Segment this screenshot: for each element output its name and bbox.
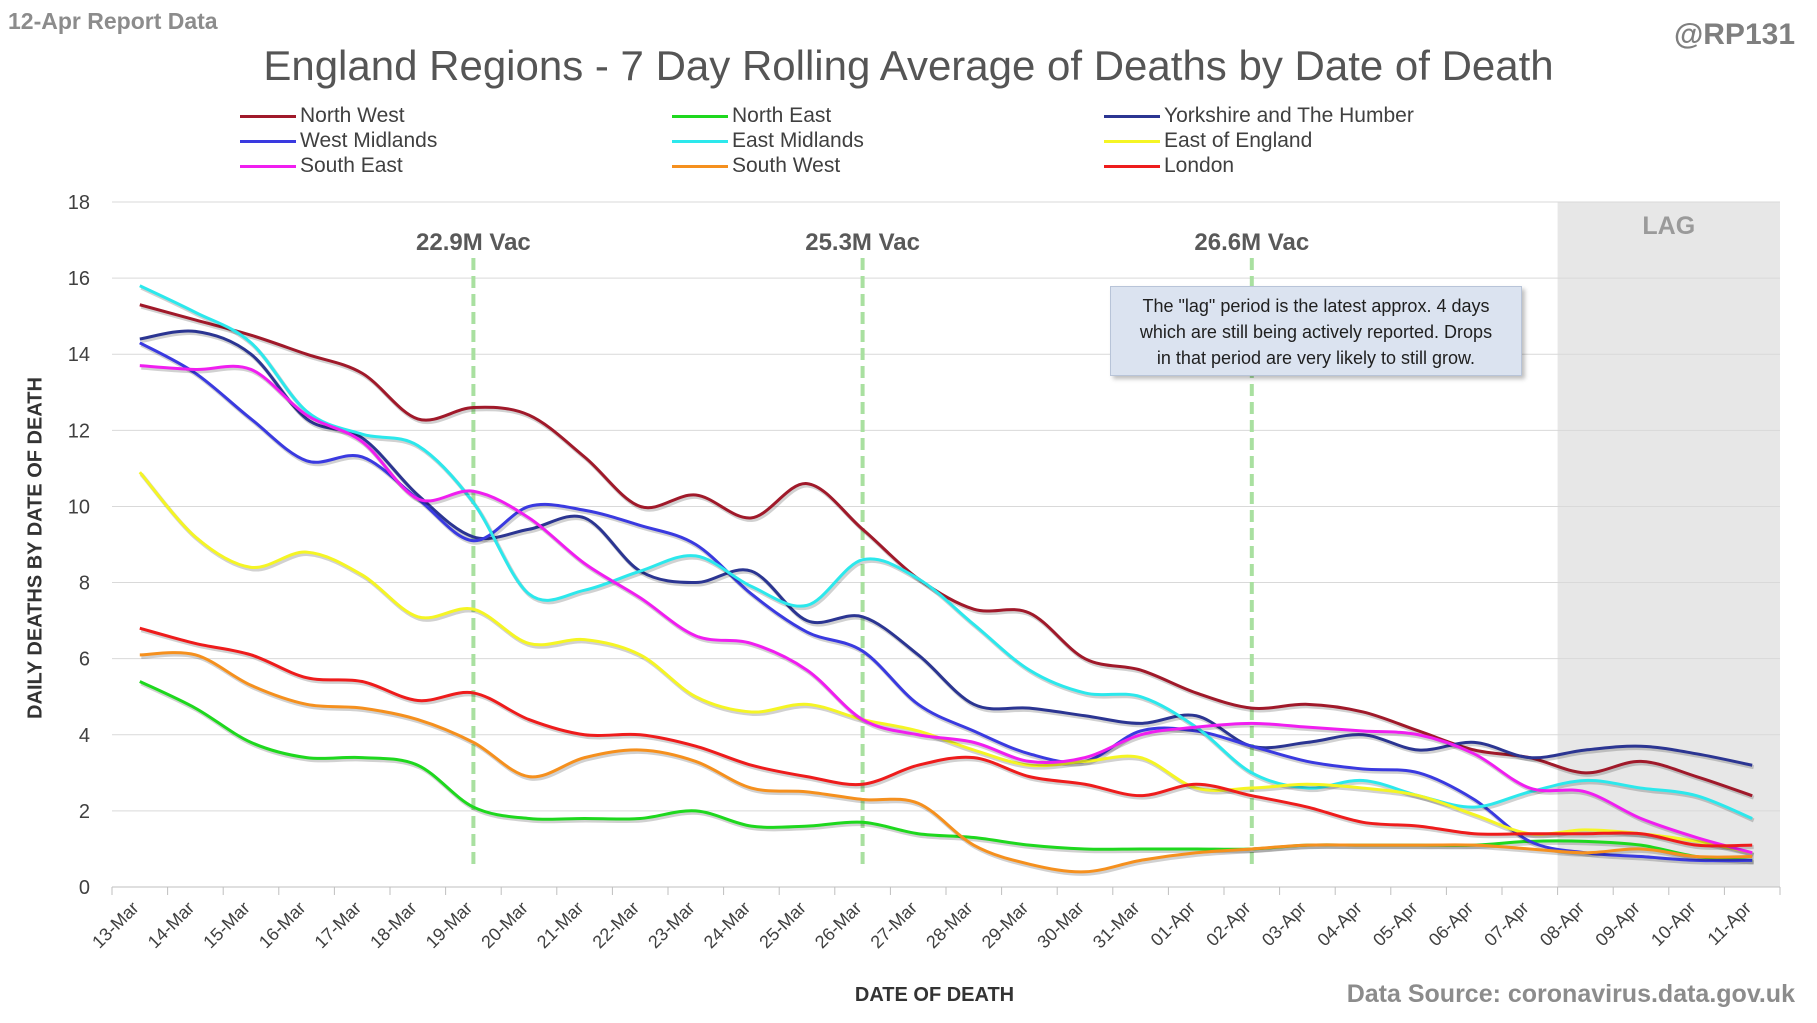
- legend-item: South East: [240, 154, 403, 178]
- x-tick-label: 10-Apr: [1647, 898, 1699, 950]
- legend-item: London: [1104, 154, 1234, 178]
- legend-item: West Midlands: [240, 129, 437, 153]
- legend-label: East of England: [1164, 129, 1313, 152]
- lag-note-box: The "lag" period is the latest approx. 4…: [1110, 286, 1522, 376]
- chart-title: England Regions - 7 Day Rolling Average …: [263, 42, 1554, 89]
- series-line-south-east: [139, 364, 1753, 855]
- lag-note-line: The "lag" period is the latest approx. 4…: [1142, 296, 1490, 316]
- x-tick-label: 29-Mar: [978, 898, 1032, 952]
- legend-label: South East: [300, 154, 403, 177]
- x-tick-label: 25-Mar: [755, 898, 809, 952]
- y-tick-label: 8: [79, 573, 90, 595]
- vac-marker-label: 25.3M Vac: [805, 229, 920, 256]
- x-tick-label: 17-Mar: [311, 898, 365, 952]
- legend-swatch: [1104, 139, 1160, 143]
- report-date-note: 12-Apr Report Data: [8, 8, 218, 34]
- x-tick-label: 28-Mar: [922, 898, 976, 952]
- series-line-yorkshire-and-the-humber: [139, 329, 1753, 767]
- legend-item: North West: [240, 104, 405, 128]
- series-line-yorkshire-and-the-humber-shadow: [140, 330, 1755, 770]
- y-tick-label: 6: [79, 649, 90, 671]
- x-tick-label: 02-Apr: [1202, 898, 1254, 950]
- y-tick-label: 18: [68, 192, 90, 214]
- x-tick-label: 27-Mar: [867, 898, 921, 952]
- lag-label: LAG: [1642, 212, 1695, 240]
- vac-marker-label: 22.9M Vac: [416, 229, 531, 256]
- series-line-north-west-shadow: [140, 304, 1755, 800]
- legend-item: North East: [672, 104, 831, 128]
- x-tick-label: 26-Mar: [811, 898, 865, 952]
- legend-swatch: [1104, 164, 1160, 168]
- y-tick-label: 0: [79, 877, 90, 899]
- x-tick-label: 31-Mar: [1089, 898, 1143, 952]
- x-tick-label: 05-Apr: [1369, 898, 1421, 950]
- legend-swatch: [240, 164, 296, 168]
- legend-swatch: [672, 114, 728, 118]
- series-line-london: [139, 626, 1753, 848]
- y-tick-label: 2: [79, 801, 90, 823]
- x-tick-label: 30-Mar: [1033, 898, 1087, 952]
- y-tick-label: 16: [68, 268, 90, 290]
- series-line-east-of-england: [138, 471, 1753, 855]
- x-tick-label: 08-Apr: [1536, 898, 1588, 950]
- data-source: Data Source: coronavirus.data.gov.uk: [1346, 980, 1795, 1008]
- lag-note-line: which are still being actively reported.…: [1139, 322, 1493, 342]
- series-line-south-west: [139, 651, 1753, 874]
- x-tick-label: 09-Apr: [1591, 898, 1643, 950]
- legend-item: East Midlands: [672, 129, 864, 153]
- legend-label: London: [1164, 154, 1235, 177]
- series-line-east-midlands: [139, 284, 1753, 820]
- legend-item: South West: [672, 154, 840, 178]
- legend-swatch: [1104, 114, 1160, 118]
- x-tick-label: 04-Apr: [1313, 898, 1365, 950]
- x-tick-label: 06-Apr: [1425, 898, 1477, 950]
- y-tick-label: 10: [68, 496, 90, 518]
- x-tick-label: 13-Mar: [88, 898, 142, 952]
- legend-label: West Midlands: [300, 129, 438, 152]
- x-tick-label: 16-Mar: [255, 898, 309, 952]
- x-tick-label: 22-Mar: [589, 898, 643, 952]
- y-tick-label: 14: [68, 344, 90, 366]
- y-tick-label: 4: [79, 725, 90, 747]
- x-tick-label: 23-Mar: [644, 898, 698, 952]
- series-line-london-shadow: [140, 628, 1754, 850]
- x-tick-label: 03-Apr: [1258, 898, 1310, 950]
- x-tick-label: 07-Apr: [1480, 898, 1532, 950]
- legend-label: North West: [300, 104, 405, 127]
- legend-swatch: [672, 139, 728, 143]
- author-handle: @RP131: [1674, 18, 1795, 51]
- vac-marker-label: 26.6M Vac: [1194, 229, 1309, 256]
- legend-label: South West: [732, 154, 841, 177]
- y-tick-label: 12: [68, 420, 90, 442]
- x-tick-label: 19-Mar: [422, 898, 476, 952]
- legend-swatch: [240, 139, 296, 143]
- lag-note-line: in that period are very likely to still …: [1156, 348, 1476, 368]
- x-axis-title: DATE OF DEATH: [0, 984, 1817, 1007]
- legend-item: Yorkshire and The Humber: [1104, 104, 1414, 128]
- x-tick-label: 20-Mar: [477, 898, 531, 952]
- legend-swatch: [672, 164, 728, 168]
- legend-swatch: [240, 114, 296, 118]
- x-tick-label: 21-Mar: [533, 898, 587, 952]
- x-tick-label: 24-Mar: [700, 898, 754, 952]
- legend-label: North East: [732, 104, 832, 127]
- legend-item: East of England: [1104, 129, 1312, 153]
- x-tick-label: 11-Apr: [1704, 898, 1755, 949]
- legend-label: East Midlands: [732, 129, 864, 152]
- x-tick-label: 14-Mar: [144, 898, 198, 952]
- y-axis-title: DAILY DEATHS BY DATE OF DEATH: [24, 377, 47, 719]
- series-line-north-east-shadow: [140, 681, 1754, 865]
- legend-label: Yorkshire and The Humber: [1164, 104, 1414, 127]
- x-axis-title-text: DATE OF DEATH: [854, 984, 1015, 1006]
- x-tick-label: 01-Apr: [1147, 898, 1199, 950]
- x-tick-label: 15-Mar: [199, 898, 253, 952]
- x-tick-label: 18-Mar: [366, 898, 420, 952]
